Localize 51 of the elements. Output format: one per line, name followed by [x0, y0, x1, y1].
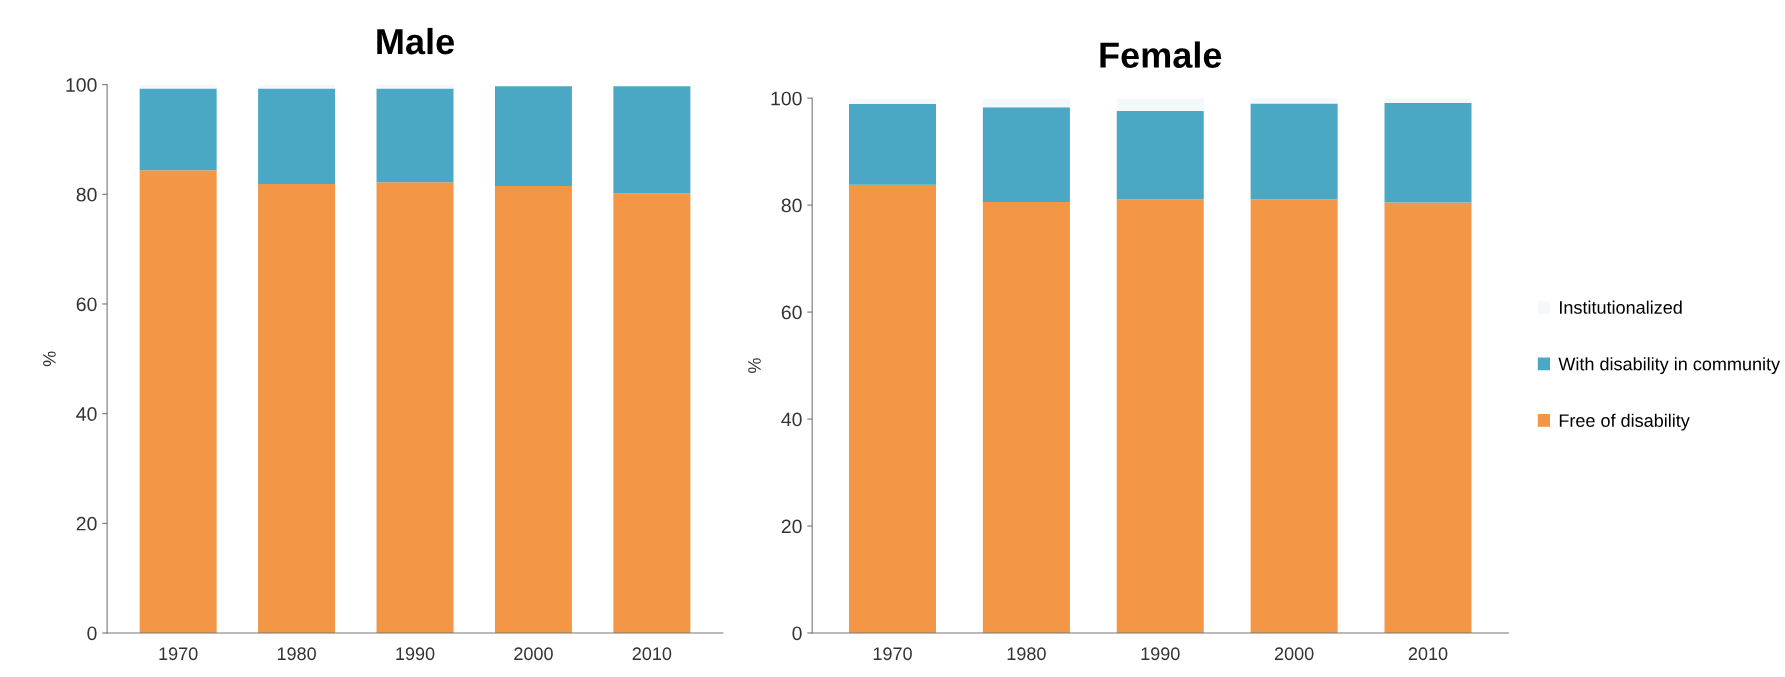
y-tick-label: 0 [87, 626, 97, 641]
x-tick-label: 2010 [1408, 647, 1448, 661]
x-tick-label: 1980 [1007, 647, 1046, 661]
bar [982, 107, 1070, 202]
y-tick-label: 20 [76, 516, 97, 531]
bar [1116, 111, 1204, 200]
y-tick-label: 20 [781, 519, 802, 534]
bar [848, 184, 937, 633]
y-tick-label: 100 [66, 78, 97, 92]
bar [1250, 98, 1338, 104]
bar [1116, 98, 1204, 111]
bar [139, 88, 217, 171]
x-tick-label: 1980 [277, 647, 316, 661]
x-tick-label: 1970 [873, 647, 912, 661]
bar [982, 201, 1070, 633]
bar [848, 104, 937, 185]
bar [613, 86, 691, 194]
x-tick-label: 1990 [396, 647, 435, 661]
legend-label: Free of disability [1559, 413, 1690, 431]
y-axis-title: % [43, 351, 56, 367]
y-tick-label: 80 [76, 187, 97, 202]
bar [376, 88, 454, 183]
legend-label: With disability in community [1558, 357, 1781, 374]
bar [1384, 202, 1472, 633]
bar [258, 183, 336, 633]
legend-label: Institutionalized [1560, 300, 1682, 314]
y-tick-label: 40 [781, 412, 802, 427]
bar [1384, 102, 1472, 203]
bar [139, 170, 217, 633]
x-tick-label: 2010 [632, 647, 672, 661]
bar [1250, 199, 1338, 633]
bar [376, 182, 454, 633]
x-tick-label: 1970 [159, 647, 198, 661]
y-tick-label: 40 [76, 407, 97, 421]
y-tick-label: 60 [781, 305, 802, 320]
y-tick-label: 0 [792, 626, 802, 641]
y-tick-label: 60 [76, 297, 97, 312]
bar [1116, 199, 1204, 633]
x-tick-label: 2000 [1274, 647, 1314, 661]
y-axis-title: % [748, 358, 761, 373]
y-tick-label: 80 [781, 198, 802, 213]
bar [258, 88, 336, 184]
x-tick-label: 2000 [514, 647, 553, 661]
chart-title: Male [377, 27, 454, 55]
chart-title: Female [1100, 41, 1222, 68]
bar [494, 186, 572, 633]
x-tick-label: 1990 [1141, 647, 1180, 661]
y-tick-label: 100 [771, 91, 802, 106]
bar [494, 86, 572, 187]
bar [613, 193, 691, 633]
bar [1250, 103, 1338, 200]
